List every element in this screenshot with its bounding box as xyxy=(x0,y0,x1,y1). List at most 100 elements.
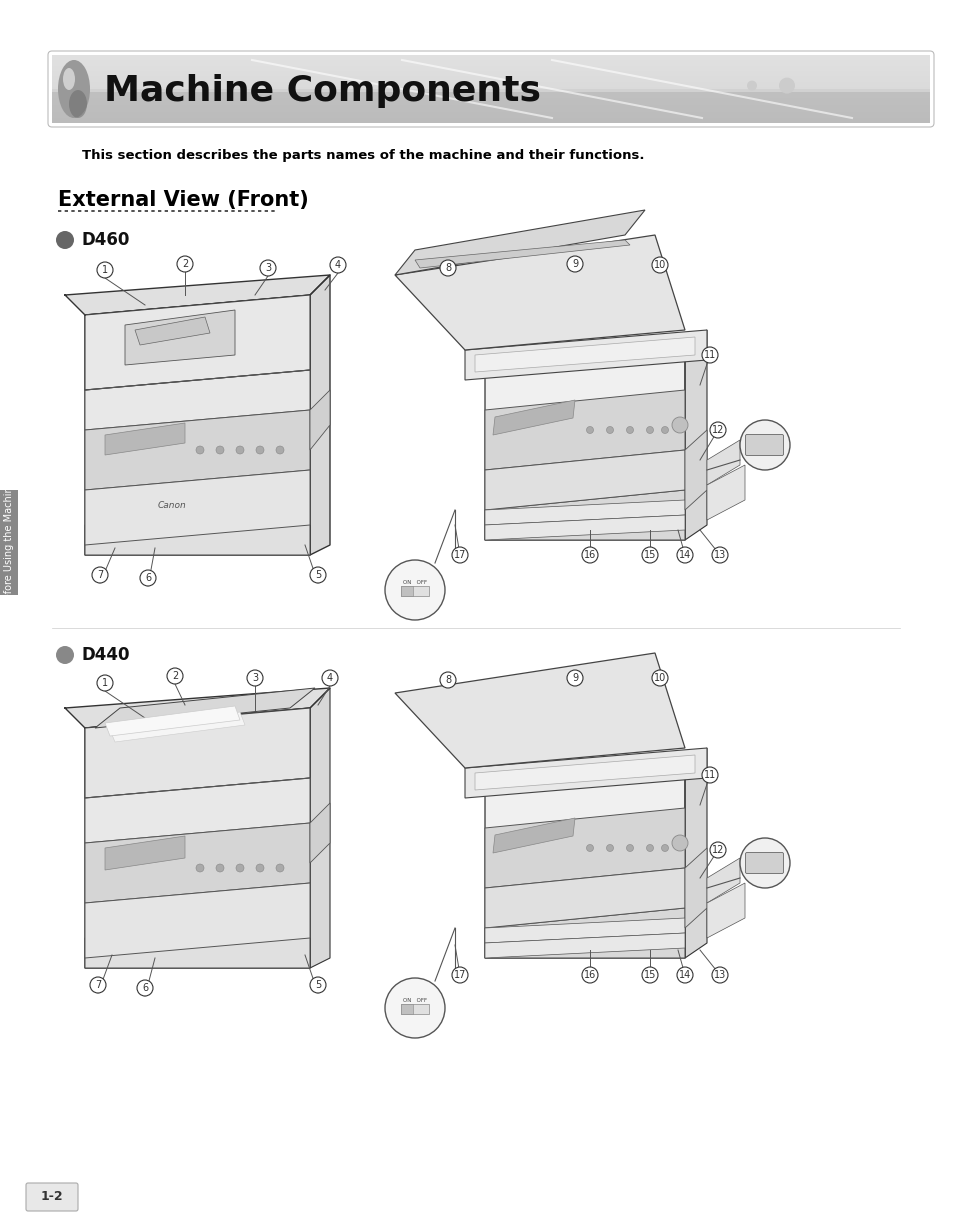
Circle shape xyxy=(215,864,224,872)
Circle shape xyxy=(330,256,346,272)
Polygon shape xyxy=(85,371,310,429)
Text: 4: 4 xyxy=(327,672,333,683)
Polygon shape xyxy=(484,515,684,540)
Text: 11: 11 xyxy=(703,350,716,360)
Circle shape xyxy=(586,427,593,433)
Circle shape xyxy=(91,567,108,583)
Polygon shape xyxy=(310,802,330,863)
Text: 1: 1 xyxy=(102,265,108,275)
Text: 1-2: 1-2 xyxy=(41,1190,63,1204)
Polygon shape xyxy=(706,440,740,485)
Circle shape xyxy=(97,675,112,691)
Text: 3: 3 xyxy=(252,672,258,683)
Circle shape xyxy=(701,767,718,783)
Ellipse shape xyxy=(69,90,87,118)
Text: 14: 14 xyxy=(679,550,690,560)
Text: 16: 16 xyxy=(583,550,596,560)
Text: 6: 6 xyxy=(142,983,148,993)
Circle shape xyxy=(275,445,284,454)
Polygon shape xyxy=(684,748,706,958)
Polygon shape xyxy=(395,210,644,275)
Circle shape xyxy=(709,842,725,858)
Polygon shape xyxy=(85,883,310,958)
Circle shape xyxy=(660,427,668,433)
Polygon shape xyxy=(52,92,929,123)
Polygon shape xyxy=(105,706,240,736)
Circle shape xyxy=(215,445,224,454)
Text: 5: 5 xyxy=(314,980,321,990)
Polygon shape xyxy=(706,858,740,903)
FancyBboxPatch shape xyxy=(744,434,782,455)
Polygon shape xyxy=(464,748,706,798)
FancyBboxPatch shape xyxy=(26,1183,78,1211)
Circle shape xyxy=(566,670,582,686)
Polygon shape xyxy=(484,867,684,928)
Circle shape xyxy=(195,445,204,454)
Ellipse shape xyxy=(58,60,90,118)
Polygon shape xyxy=(484,450,684,510)
Polygon shape xyxy=(85,506,310,555)
Polygon shape xyxy=(135,317,210,345)
Polygon shape xyxy=(484,918,684,944)
Text: 7: 7 xyxy=(94,980,101,990)
Bar xyxy=(400,1004,413,1014)
Circle shape xyxy=(97,263,112,279)
Polygon shape xyxy=(105,423,185,455)
Polygon shape xyxy=(706,883,744,937)
Circle shape xyxy=(439,672,456,688)
Text: Before Using the Machine: Before Using the Machine xyxy=(4,480,14,606)
Bar xyxy=(400,1004,429,1014)
Text: This section describes the parts names of the machine and their functions.: This section describes the parts names o… xyxy=(82,148,644,162)
Polygon shape xyxy=(484,499,684,525)
Circle shape xyxy=(140,571,156,587)
Text: D460: D460 xyxy=(82,231,131,249)
Polygon shape xyxy=(85,708,310,798)
Circle shape xyxy=(606,844,613,852)
Circle shape xyxy=(677,547,692,563)
Circle shape xyxy=(310,977,326,993)
Text: 15: 15 xyxy=(643,550,656,560)
Circle shape xyxy=(275,864,284,872)
Polygon shape xyxy=(310,390,330,450)
Circle shape xyxy=(586,844,593,852)
Polygon shape xyxy=(475,755,695,790)
Circle shape xyxy=(255,864,264,872)
Polygon shape xyxy=(475,337,695,372)
Text: 12: 12 xyxy=(711,845,723,855)
Text: 1: 1 xyxy=(102,679,108,688)
Text: 13: 13 xyxy=(713,971,725,980)
Text: 17: 17 xyxy=(454,550,466,560)
Circle shape xyxy=(709,422,725,438)
Circle shape xyxy=(452,967,468,983)
Polygon shape xyxy=(484,908,684,958)
Polygon shape xyxy=(395,653,684,768)
Text: 9: 9 xyxy=(572,259,578,269)
Text: 10: 10 xyxy=(653,672,665,683)
Text: 3: 3 xyxy=(265,263,271,272)
Text: 14: 14 xyxy=(679,971,690,980)
Text: 8: 8 xyxy=(444,675,451,685)
Circle shape xyxy=(90,977,106,993)
Text: 16: 16 xyxy=(583,971,596,980)
Circle shape xyxy=(626,427,633,433)
Circle shape xyxy=(711,547,727,563)
Polygon shape xyxy=(706,465,744,520)
Text: 9: 9 xyxy=(572,672,578,683)
Text: Machine Components: Machine Components xyxy=(104,74,540,108)
Bar xyxy=(0,490,18,595)
Polygon shape xyxy=(85,294,310,390)
Polygon shape xyxy=(484,809,684,888)
Polygon shape xyxy=(493,818,575,853)
Circle shape xyxy=(177,256,193,272)
Circle shape xyxy=(711,967,727,983)
Circle shape xyxy=(385,978,444,1038)
Polygon shape xyxy=(684,848,706,928)
Text: ON   OFF: ON OFF xyxy=(402,579,427,584)
Circle shape xyxy=(255,445,264,454)
Polygon shape xyxy=(125,310,234,364)
Polygon shape xyxy=(684,330,706,540)
Circle shape xyxy=(641,967,658,983)
Text: 17: 17 xyxy=(454,971,466,980)
Polygon shape xyxy=(85,708,310,968)
Polygon shape xyxy=(85,778,310,843)
